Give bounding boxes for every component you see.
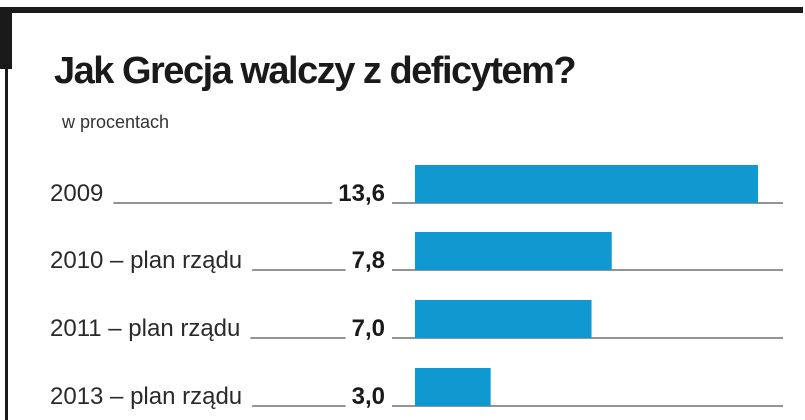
frame-left-line xyxy=(5,60,8,420)
value-label: 7,8 xyxy=(352,247,385,274)
category-label: 2011 – plan rządu xyxy=(50,315,240,342)
category-label: 2009 xyxy=(50,180,103,207)
value-label: 7,0 xyxy=(352,315,385,342)
frame-left-bar xyxy=(0,7,12,69)
chart-subtitle: w procentach xyxy=(62,112,170,132)
bar xyxy=(415,232,612,270)
frame-top-bar xyxy=(0,7,803,13)
bar xyxy=(415,165,758,203)
bar xyxy=(415,368,491,406)
value-label: 13,6 xyxy=(338,180,385,207)
category-label: 2013 – plan rządu xyxy=(50,383,242,410)
category-label: 2010 – plan rządu xyxy=(50,247,242,274)
chart-title: Jak Grecja walczy z deficytem? xyxy=(54,50,577,92)
bar xyxy=(415,300,592,338)
value-label: 3,0 xyxy=(352,383,385,410)
